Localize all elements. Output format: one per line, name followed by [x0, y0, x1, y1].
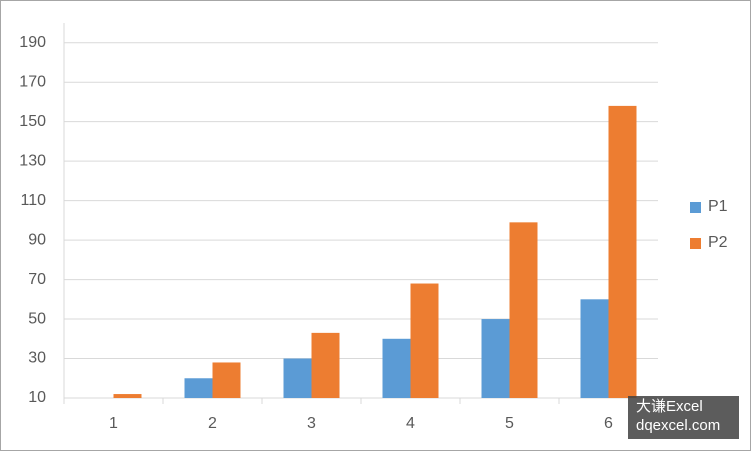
- bar: [509, 222, 538, 398]
- y-tick-label: 150: [19, 113, 46, 130]
- x-tick-label: 1: [109, 415, 118, 432]
- bar: [283, 358, 312, 398]
- x-tick-label: 6: [604, 415, 613, 432]
- legend-swatch: [690, 202, 701, 213]
- bar: [608, 105, 637, 398]
- x-tick-label: 5: [505, 415, 514, 432]
- y-tick-label: 90: [28, 231, 46, 248]
- bar: [184, 378, 213, 398]
- legend-label: P2: [708, 234, 728, 251]
- watermark-box: [628, 396, 739, 439]
- bar: [311, 332, 340, 398]
- y-tick-label: 10: [28, 389, 46, 406]
- bar: [113, 394, 142, 398]
- bar: [382, 338, 411, 398]
- x-tick-label: 3: [307, 415, 316, 432]
- y-tick-label: 170: [19, 73, 46, 90]
- y-tick-label: 110: [20, 192, 46, 209]
- y-tick-label: 50: [28, 310, 46, 327]
- bar: [481, 319, 510, 398]
- y-tick-label: 30: [28, 350, 46, 367]
- x-tick-label: 4: [406, 415, 415, 432]
- y-tick-label: 190: [19, 34, 46, 51]
- watermark-line: 大谦Excel: [636, 398, 703, 415]
- y-tick-label: 70: [28, 271, 46, 288]
- bar: [410, 283, 439, 398]
- legend-swatch: [690, 238, 701, 249]
- bar: [580, 299, 609, 398]
- x-tick-label: 2: [208, 415, 217, 432]
- legend-label: P1: [708, 198, 728, 215]
- y-tick-label: 130: [19, 152, 46, 169]
- watermark-line: dqexcel.com: [636, 417, 720, 434]
- bar: [212, 362, 241, 398]
